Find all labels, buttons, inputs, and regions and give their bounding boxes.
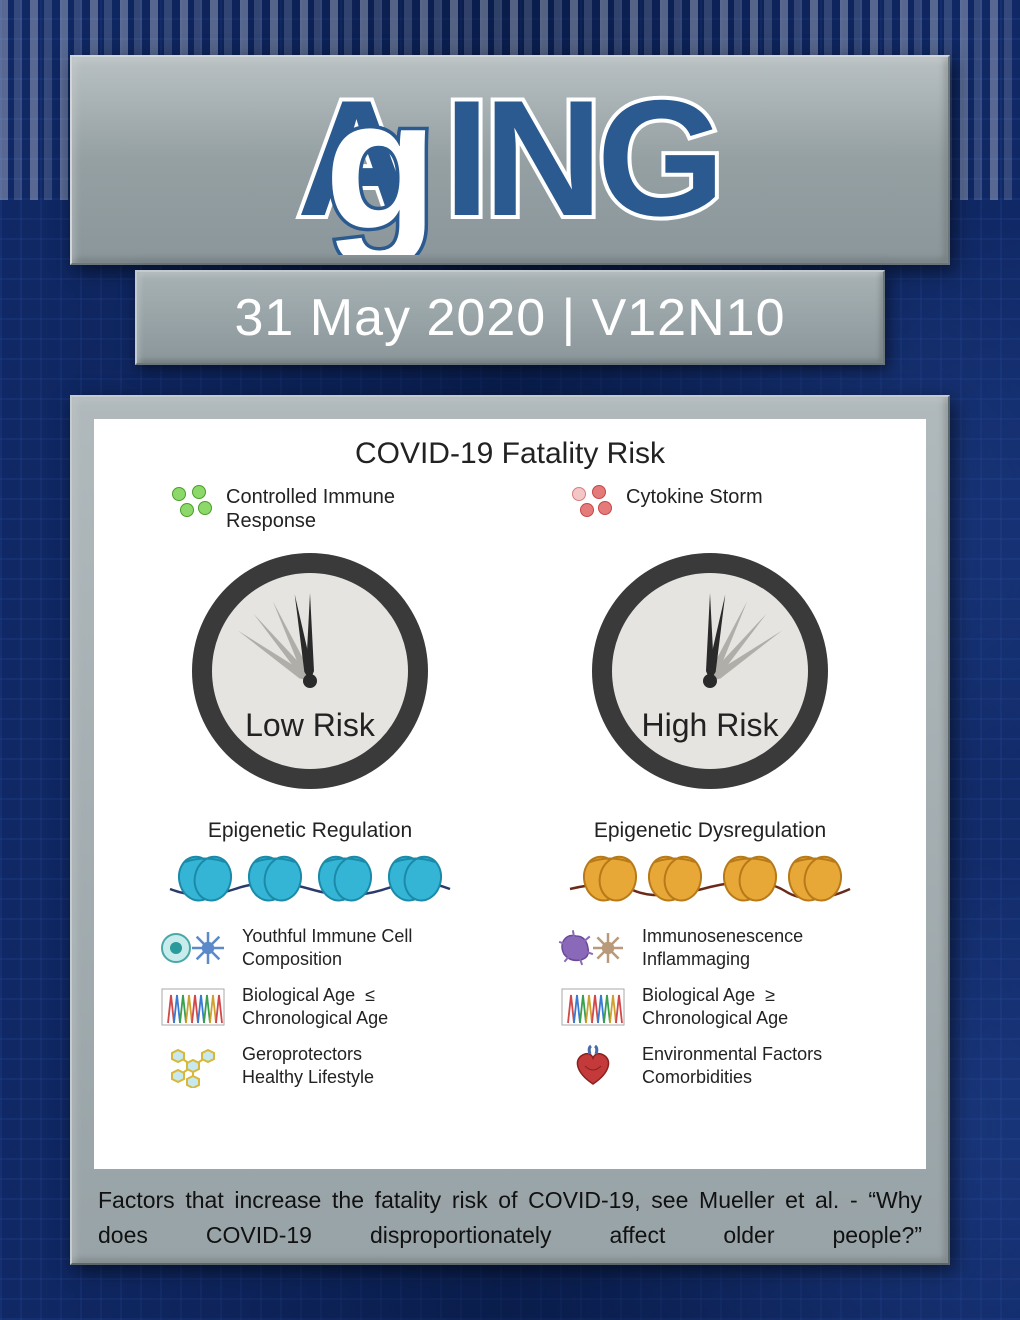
factor-left-2: GeroprotectorsHealthy Lifestyle — [158, 1043, 490, 1088]
main-panel: COVID-19 Fatality Risk Controlled Immune… — [70, 395, 950, 1265]
gauge-label-left: Low Risk — [245, 707, 376, 743]
factor-left-1: Biological Age ≤Chronological Age — [158, 984, 490, 1029]
dots-icon-right — [570, 485, 616, 529]
factor-text-right-2: Environmental FactorsComorbidities — [642, 1043, 822, 1088]
caption-text: Factors that increase the fatality risk … — [94, 1183, 926, 1252]
immune-response-left: Controlled Immune Response — [170, 485, 490, 533]
immune-label-right: Cytokine Storm — [626, 485, 763, 509]
infographic-title: COVID-19 Fatality Risk — [124, 437, 896, 471]
infographic-card: COVID-19 Fatality Risk Controlled Immune… — [94, 419, 926, 1169]
immune-cell-right-icon — [558, 926, 628, 970]
dna-peaks-icon — [558, 985, 628, 1029]
issue-date-text: 31 May 2020 | V12N10 — [235, 288, 786, 348]
immune-response-right: Cytokine Storm — [570, 485, 890, 533]
factor-text-right-0: ImmunosenescenceInflammaging — [642, 925, 803, 970]
factor-text-right-1: Biological Age ≥Chronological Age — [642, 984, 788, 1029]
factors-left: Youthful Immune CellComposition Biologic… — [130, 925, 490, 1088]
immune-label-left: Controlled Immune Response — [226, 485, 490, 533]
low-risk-column: Controlled Immune Response Low Risk Epig… — [130, 485, 490, 1102]
journal-title-banner: A ING g — [70, 55, 950, 265]
factor-right-1: Biological Age ≥Chronological Age — [558, 984, 890, 1029]
high-risk-column: Cytokine Storm High Risk Epigenetic Dysr… — [530, 485, 890, 1102]
dna-peaks-icon — [158, 985, 228, 1029]
factors-right: ImmunosenescenceInflammaging Biological … — [530, 925, 890, 1088]
journal-title-logo: A ING g — [190, 65, 830, 255]
epi-title-left: Epigenetic Regulation — [130, 819, 490, 843]
dots-icon-left — [170, 485, 216, 529]
svg-text:g: g — [324, 65, 437, 255]
low-risk-gauge: Low Risk — [180, 541, 440, 801]
factor-text-left-2: GeroprotectorsHealthy Lifestyle — [242, 1043, 374, 1088]
epi-title-right: Epigenetic Dysregulation — [530, 819, 890, 843]
issue-date-banner: 31 May 2020 | V12N10 — [135, 270, 885, 365]
factor-text-left-1: Biological Age ≤Chronological Age — [242, 984, 388, 1029]
molecule-icon — [158, 1044, 228, 1088]
heart-icon — [558, 1044, 628, 1088]
factor-right-0: ImmunosenescenceInflammaging — [558, 925, 890, 970]
factor-text-left-0: Youthful Immune CellComposition — [242, 925, 412, 970]
factor-left-0: Youthful Immune CellComposition — [158, 925, 490, 970]
factor-right-2: Environmental FactorsComorbidities — [558, 1043, 890, 1088]
comparison-columns: Controlled Immune Response Low Risk Epig… — [124, 485, 896, 1102]
immune-cell-left-icon — [158, 926, 228, 970]
high-risk-gauge: High Risk — [580, 541, 840, 801]
epi-discs-right — [530, 849, 890, 905]
epi-discs-left — [130, 849, 490, 905]
gauge-label-right: High Risk — [642, 707, 780, 743]
